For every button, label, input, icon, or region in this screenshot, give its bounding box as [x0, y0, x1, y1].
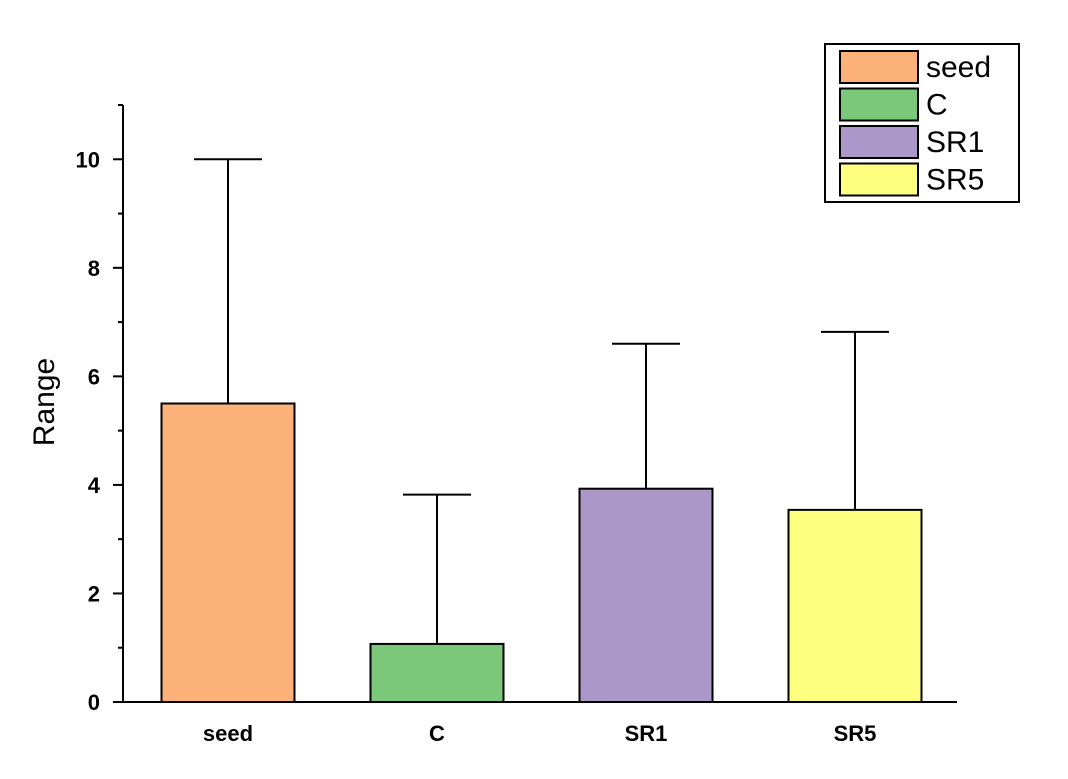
error-bars-layer	[194, 158, 889, 644]
x-tick-label-SR5: SR5	[834, 721, 877, 746]
bar-SR5	[787, 508, 923, 703]
y-tick-label-10: 10	[76, 147, 100, 172]
y-tick-label-8: 8	[88, 256, 100, 281]
x-tick-label-C: C	[429, 721, 445, 746]
y-tick-label-0: 0	[88, 690, 100, 715]
legend-label-seed: seed	[926, 51, 991, 84]
legend-label-SR1: SR1	[926, 126, 984, 159]
axes-layer: seed C SR1 SR5 0 2 4 6 8 10	[76, 104, 957, 746]
legend-swatch-C	[839, 87, 919, 122]
legend-swatch-seed	[839, 50, 919, 84]
legend-label-SR5: SR5	[926, 164, 984, 197]
bar-SR1	[578, 487, 714, 704]
legend-swatch-SR5	[839, 162, 919, 197]
bars-layer	[160, 402, 923, 704]
y-tick-label-4: 4	[88, 473, 101, 498]
y-tick-label-2: 2	[88, 581, 100, 606]
y-axis-label: Range	[28, 358, 61, 446]
x-tick-label-SR1: SR1	[625, 721, 668, 746]
bar-C	[369, 642, 505, 703]
legend-label-C: C	[926, 89, 948, 122]
legend-swatch-SR1	[839, 125, 919, 159]
x-tick-label-seed: seed	[203, 721, 253, 746]
y-tick-label-6: 6	[88, 364, 100, 389]
legend: seed C SR1 SR5	[824, 43, 1020, 203]
bar-seed	[160, 402, 296, 703]
